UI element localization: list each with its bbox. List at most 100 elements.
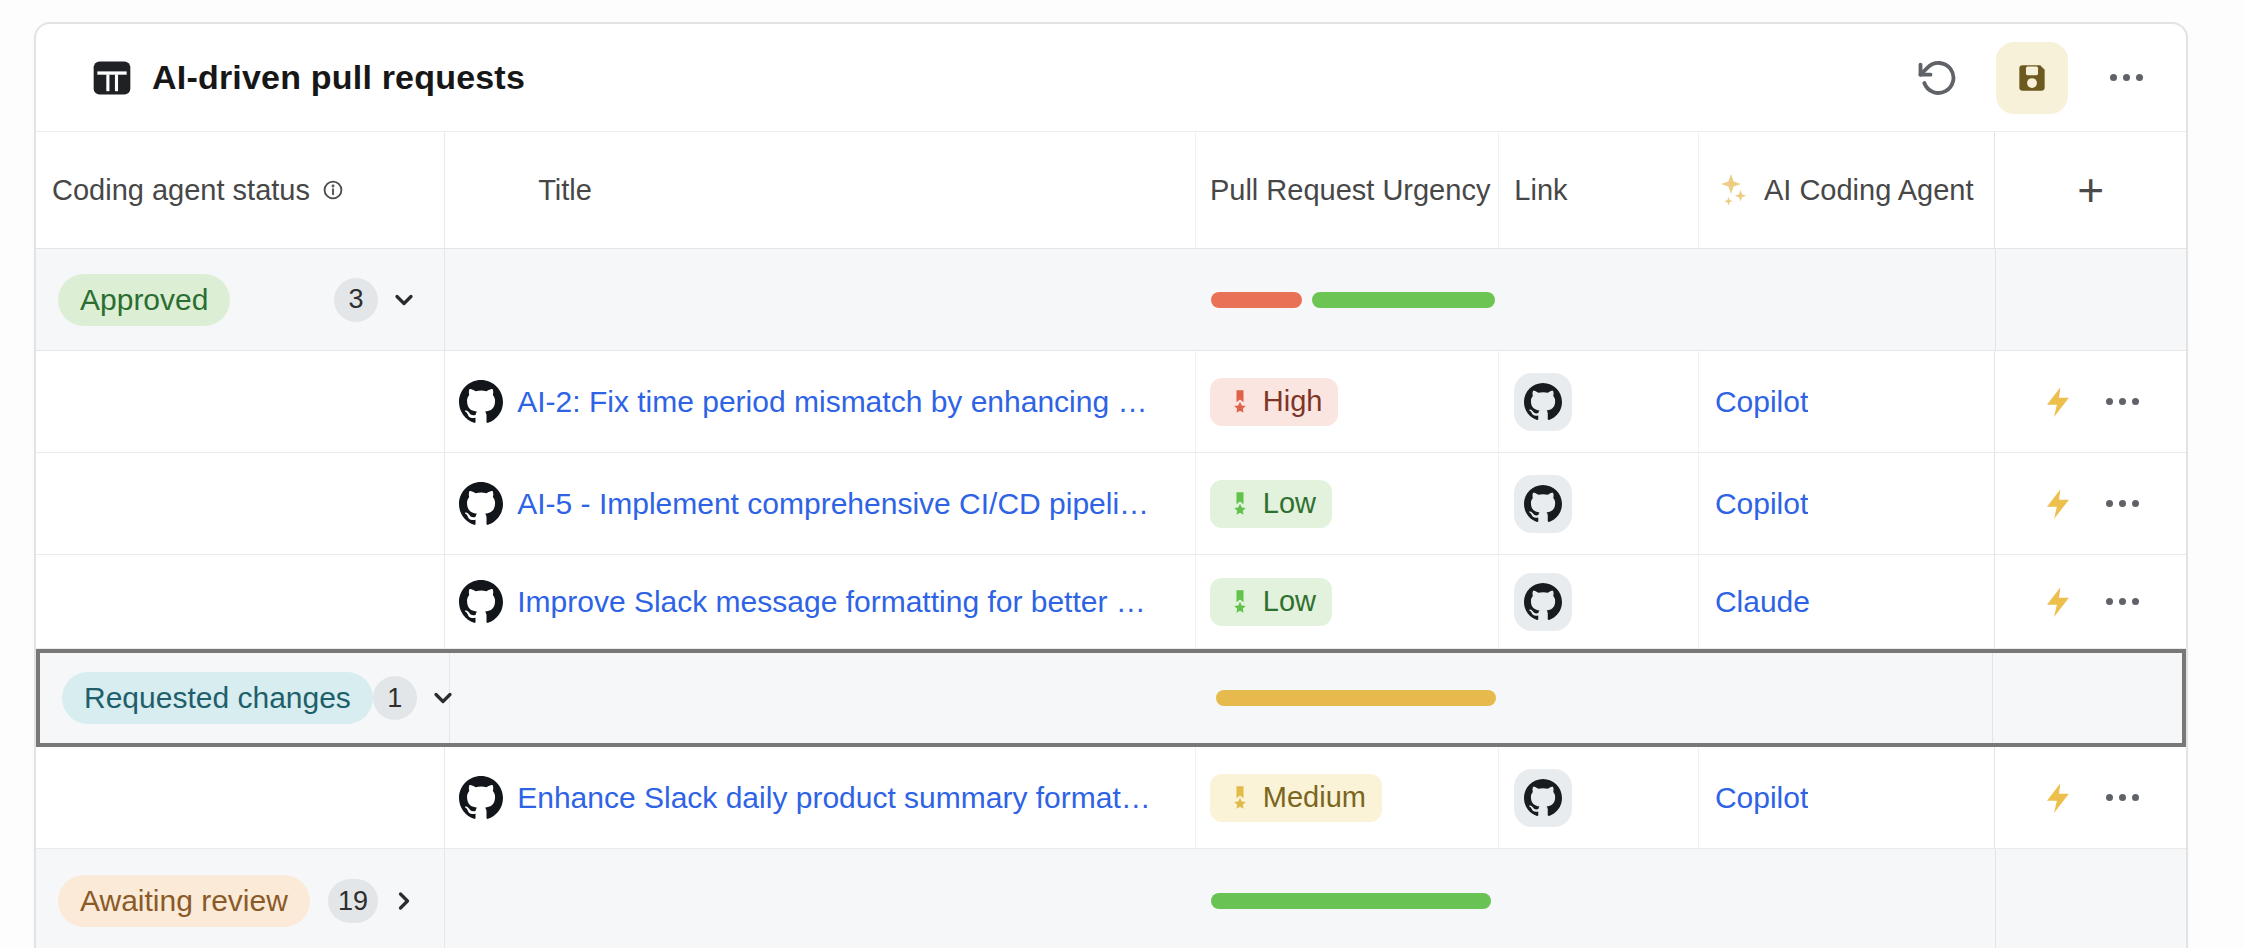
- urgency-badge: Medium: [1210, 774, 1382, 822]
- column-header-row: Coding agent status Title Pull Request U…: [36, 132, 2186, 249]
- column-header-title[interactable]: Title: [445, 132, 1196, 248]
- link-cell[interactable]: [1499, 453, 1699, 554]
- urgency-cell[interactable]: Low: [1196, 453, 1499, 554]
- column-header-urgency[interactable]: Pull Request Urgency: [1196, 132, 1499, 248]
- github-icon: [1524, 383, 1562, 421]
- agent-cell[interactable]: Copilot: [1699, 747, 1994, 848]
- row-actions-cell: [1994, 747, 2186, 848]
- group-row-requested-changes[interactable]: Requested changes 1: [36, 649, 2186, 747]
- group-row-awaiting-review[interactable]: Awaiting review 19: [36, 849, 2186, 948]
- urgency-badge: High: [1210, 378, 1339, 426]
- pr-title-link[interactable]: Improve Slack message formatting for bet…: [517, 585, 1157, 619]
- column-header-agent[interactable]: AI Coding Agent: [1699, 132, 1994, 248]
- status-cell[interactable]: [36, 351, 445, 452]
- title-cell[interactable]: AI-2: Fix time period mismatch by enhanc…: [445, 351, 1196, 452]
- ellipsis-icon: [2110, 74, 2143, 81]
- status-badge[interactable]: Requested changes: [62, 672, 373, 724]
- title-cell[interactable]: AI-5 - Implement comprehensive CI/CD pip…: [445, 453, 1196, 554]
- row-menu-icon[interactable]: [2106, 398, 2139, 405]
- table-card: AI-driven pull requests: [34, 22, 2188, 948]
- group-status-cell: Requested changes 1: [40, 653, 450, 743]
- urgency-bar-low: [1312, 292, 1495, 308]
- table-row[interactable]: AI-5 - Implement comprehensive CI/CD pip…: [36, 453, 2186, 555]
- medal-icon: [1226, 784, 1254, 812]
- lightning-icon[interactable]: [2042, 781, 2076, 815]
- column-label: Pull Request Urgency: [1210, 174, 1490, 207]
- title-bar: AI-driven pull requests: [36, 24, 2186, 132]
- column-header-link[interactable]: Link: [1499, 132, 1699, 248]
- lightning-icon[interactable]: [2042, 585, 2076, 619]
- github-icon: [459, 776, 503, 820]
- medal-icon: [1226, 388, 1254, 416]
- urgency-cell[interactable]: Medium: [1196, 747, 1499, 848]
- group-count-badge: 3: [334, 278, 378, 322]
- status-cell[interactable]: [36, 453, 445, 554]
- lightning-icon[interactable]: [2042, 487, 2076, 521]
- status-badge[interactable]: Awaiting review: [58, 875, 310, 927]
- github-icon: [459, 380, 503, 424]
- group-plus-cell: [1995, 849, 2186, 948]
- urgency-badge: Low: [1210, 480, 1332, 528]
- agent-cell[interactable]: Copilot: [1699, 453, 1994, 554]
- agent-cell[interactable]: Claude: [1699, 555, 1994, 648]
- github-link-button[interactable]: [1514, 573, 1572, 631]
- github-icon: [1524, 583, 1562, 621]
- agent-link[interactable]: Copilot: [1715, 385, 1808, 419]
- urgency-cell[interactable]: High: [1196, 351, 1499, 452]
- agent-link[interactable]: Copilot: [1715, 487, 1808, 521]
- table-row[interactable]: Enhance Slack daily product summary form…: [36, 747, 2186, 849]
- screen: AI-driven pull requests: [0, 0, 2244, 948]
- urgency-cell[interactable]: Low: [1196, 555, 1499, 648]
- github-icon: [1524, 779, 1562, 817]
- more-menu-button[interactable]: [2102, 54, 2150, 102]
- pr-title-link[interactable]: AI-2: Fix time period mismatch by enhanc…: [517, 385, 1157, 419]
- status-cell[interactable]: [36, 555, 445, 648]
- row-actions-cell: [1994, 555, 2186, 648]
- table-row[interactable]: AI-2: Fix time period mismatch by enhanc…: [36, 351, 2186, 453]
- group-count-badge: 1: [373, 676, 417, 720]
- group-urgency-summary: [450, 653, 1992, 743]
- github-link-button[interactable]: [1514, 373, 1572, 431]
- lightning-icon[interactable]: [2042, 385, 2076, 419]
- toolbar: [1914, 42, 2150, 114]
- title-cell[interactable]: Enhance Slack daily product summary form…: [445, 747, 1196, 848]
- page-title: AI-driven pull requests: [152, 58, 1914, 97]
- sparkles-icon: [1715, 172, 1751, 208]
- medal-icon: [1226, 490, 1254, 518]
- row-menu-icon[interactable]: [2106, 598, 2139, 605]
- agent-link[interactable]: Claude: [1715, 585, 1810, 619]
- github-link-button[interactable]: [1514, 769, 1572, 827]
- plus-icon: +: [2077, 163, 2104, 217]
- status-cell[interactable]: [36, 747, 445, 848]
- pr-title-link[interactable]: Enhance Slack daily product summary form…: [517, 781, 1157, 815]
- row-actions-cell: [1994, 453, 2186, 554]
- link-cell[interactable]: [1499, 747, 1699, 848]
- add-column-button[interactable]: +: [1994, 132, 2186, 248]
- column-header-status[interactable]: Coding agent status: [36, 132, 445, 248]
- chevron-right-icon[interactable]: [390, 887, 418, 915]
- medal-icon: [1226, 588, 1254, 616]
- undo-button[interactable]: [1914, 54, 1962, 102]
- group-plus-cell: [1995, 249, 2186, 350]
- info-icon[interactable]: [322, 179, 344, 201]
- chevron-down-icon[interactable]: [390, 286, 418, 314]
- row-actions-cell: [1994, 351, 2186, 452]
- row-menu-icon[interactable]: [2106, 500, 2139, 507]
- save-icon: [2013, 59, 2051, 97]
- row-menu-icon[interactable]: [2106, 794, 2139, 801]
- github-link-button[interactable]: [1514, 475, 1572, 533]
- title-cell[interactable]: Improve Slack message formatting for bet…: [445, 555, 1196, 648]
- table-grid-icon: [90, 56, 134, 100]
- save-button[interactable]: [1996, 42, 2068, 114]
- agent-cell[interactable]: Copilot: [1699, 351, 1994, 452]
- github-icon: [459, 580, 503, 624]
- agent-link[interactable]: Copilot: [1715, 781, 1808, 815]
- status-badge[interactable]: Approved: [58, 274, 230, 326]
- table-row[interactable]: Improve Slack message formatting for bet…: [36, 555, 2186, 649]
- group-row-approved[interactable]: Approved 3: [36, 249, 2186, 351]
- pr-title-link[interactable]: AI-5 - Implement comprehensive CI/CD pip…: [517, 487, 1157, 521]
- group-status-cell: Awaiting review 19: [36, 849, 445, 948]
- github-icon: [459, 482, 503, 526]
- link-cell[interactable]: [1499, 555, 1699, 648]
- link-cell[interactable]: [1499, 351, 1699, 452]
